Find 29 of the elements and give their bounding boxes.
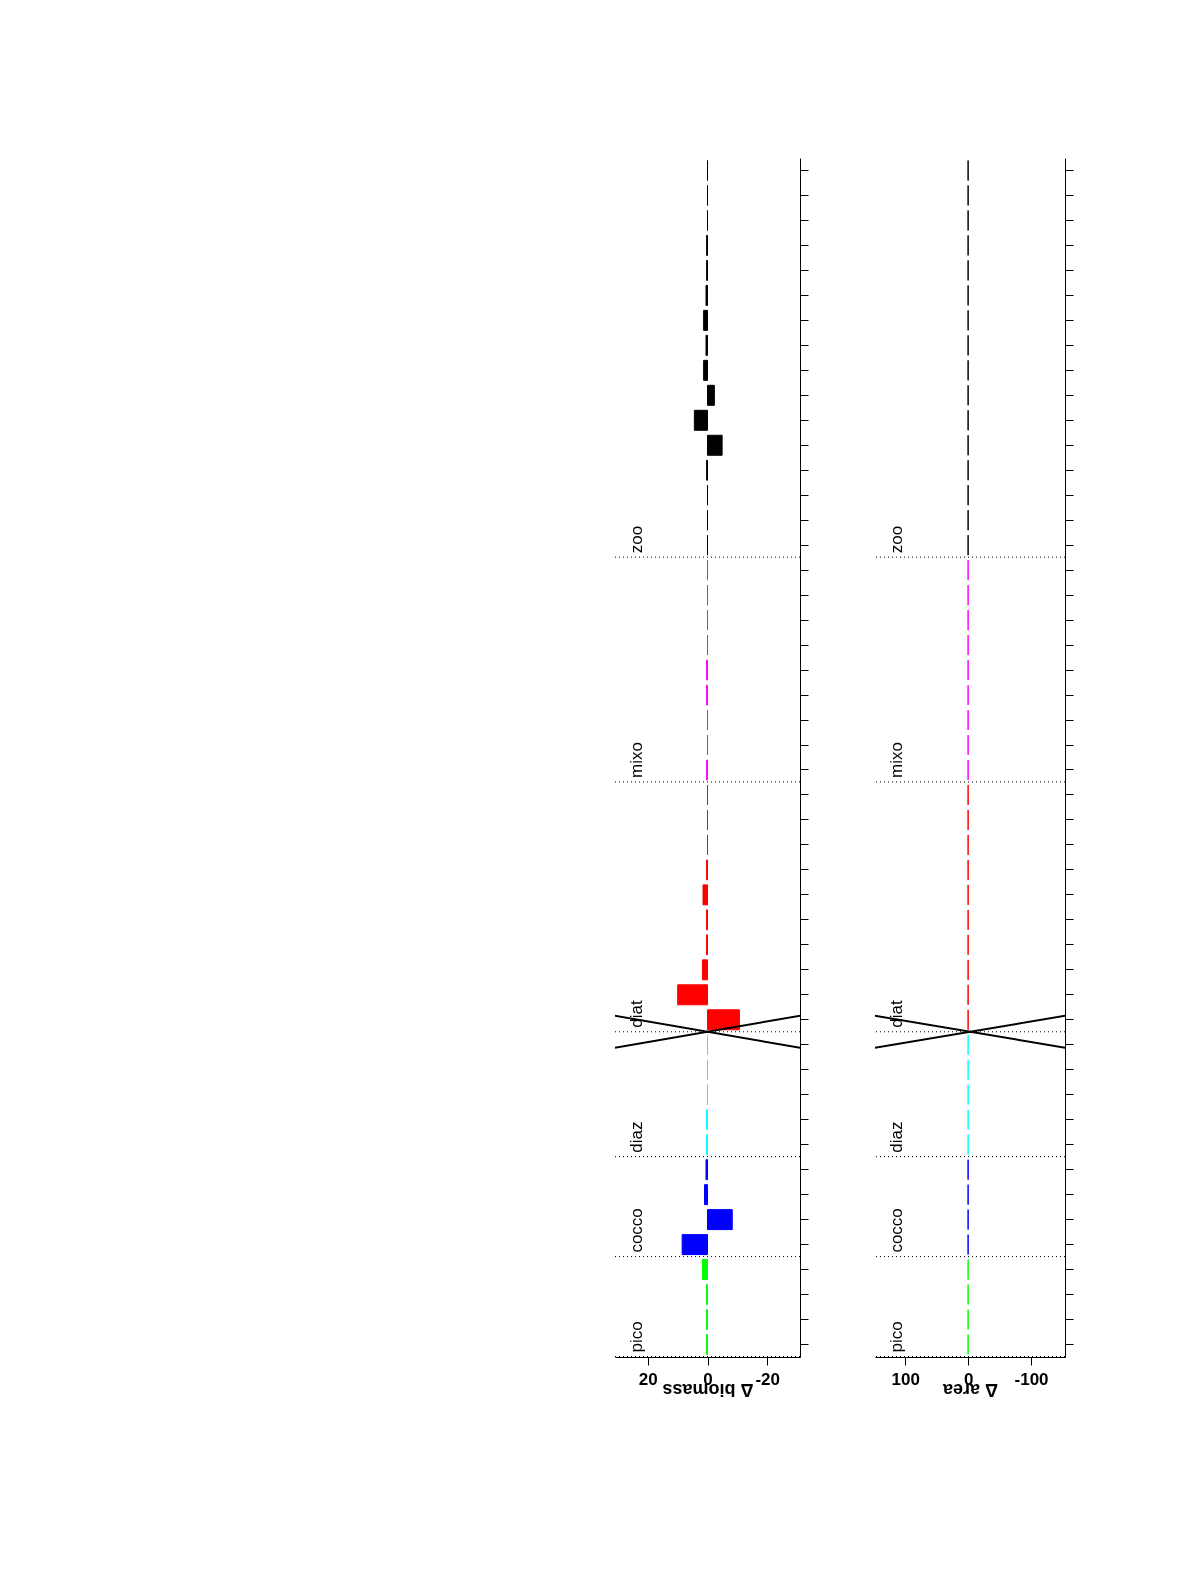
x-tick-label: 100 (891, 1369, 920, 1389)
annotation: zoo (627, 525, 646, 554)
bar (681, 1234, 708, 1256)
x-tick-label: -100 (1014, 1369, 1049, 1389)
bar (707, 384, 715, 406)
x-tick-label: -20 (755, 1369, 780, 1389)
annotation: cocco (887, 1208, 906, 1253)
bar (704, 1184, 708, 1206)
bar (701, 959, 708, 981)
annotation: cocco (627, 1208, 646, 1253)
annotation: zoo (887, 525, 906, 554)
bar (703, 359, 708, 381)
annotation: diaz (887, 1121, 906, 1153)
bar (707, 1009, 740, 1031)
annotation: diat (887, 1000, 906, 1028)
bar (693, 409, 708, 431)
bar (707, 1209, 733, 1231)
bar (701, 1259, 708, 1281)
bar (677, 984, 708, 1006)
annotation: pico (627, 1321, 646, 1353)
annotation: mixo (887, 742, 906, 778)
x-tick-label: 20 (638, 1369, 658, 1389)
annotation: pico (887, 1321, 906, 1353)
annotation: diat (627, 1000, 646, 1028)
bar (707, 434, 723, 456)
annotation: mixo (627, 742, 646, 778)
bar (702, 884, 708, 906)
annotation: diaz (627, 1121, 646, 1153)
bar (703, 309, 708, 331)
